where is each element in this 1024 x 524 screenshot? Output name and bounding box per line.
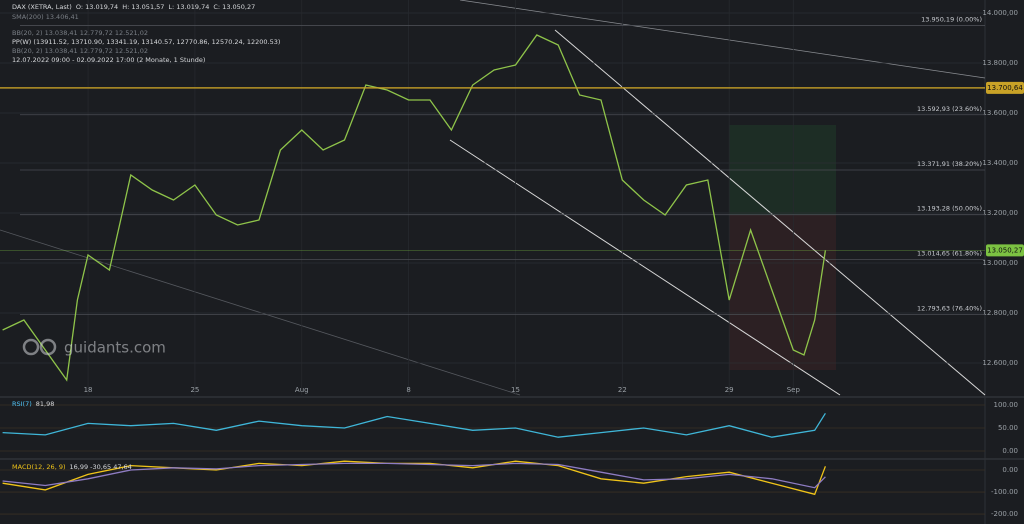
y-tick-label: 13.400,00 [982,159,1018,167]
fib-label: 13.592,93 (23.60%) [917,105,982,113]
indicator-legend: BB(20, 2) 13.038,41 12.779,72 12.521,02 [12,47,148,55]
x-tick-label: 29 [725,386,734,394]
price-badge [986,81,1024,94]
trend-line [449,139,841,396]
fib-label: 12.793,63 (76.40%) [917,305,982,313]
price-badge [986,244,1024,257]
x-tick-label: 8 [406,386,410,394]
y-tick-label: 13.200,00 [982,209,1018,217]
x-tick-label: 15 [511,386,520,394]
fib-label: 13.014,65 (61.80%) [917,249,982,257]
indicator-line [2,462,826,489]
fib-zone-red [729,215,836,370]
indicator-line [2,460,827,496]
price-badge-label: 13.700,64 [987,84,1023,92]
ohlc: O: 13.019,74 [76,3,118,11]
logo [39,338,57,356]
rsi-legend: RSI(7) 81,98 [12,400,54,408]
price-badge-label: 13.050,27 [987,246,1023,254]
x-tick-label: Aug [295,386,309,394]
macd-title: MACD(12, 26, 9) [12,463,66,471]
y-tick-label: 12.800,00 [982,309,1018,317]
trend-line [554,29,986,396]
x-tick-label: 25 [190,386,199,394]
y-tick-label: 100.00 [994,401,1019,409]
rsi-value: 81,98 [36,400,55,408]
indicator-legend: BB(20, 2) 13.038,41 12.779,72 12.521,02 [12,29,148,37]
ohlc: L: 13.019,74 [168,3,209,11]
rsi-title: RSI(7) [12,400,32,408]
date-range: 12.07.2022 09:00 - 02.09.2022 17:00 (2 M… [12,56,205,64]
indicator-legend: SMA(200) 13.406,41 [12,13,79,21]
macd-values: 16,99 -30,65 47,64 [70,463,132,471]
y-tick-label: 0.00 [1002,466,1018,474]
y-tick-label: 13.000,00 [982,259,1018,267]
y-tick-label: 13.800,00 [982,59,1018,67]
fib-label: 13.371,91 (38.20%) [917,160,982,168]
y-tick-label: 14.000,00 [982,9,1018,17]
macd-legend: MACD(12, 26, 9) 16,99 -30,65 47,64 [12,463,132,471]
watermark: guidants.com [22,338,166,357]
watermark-text: guidants.com [64,339,166,357]
x-tick-label: 22 [618,386,627,394]
price-line [2,34,827,382]
legend: DAX (XETRA, Last) O: 13.019,74 H: 13.051,5… [12,3,280,64]
indicator-legend: PP(W) (13911.52, 13710.90, 13341.19, 131… [12,38,280,46]
price-line [2,412,826,438]
ohlc: H: 13.051,57 [122,3,164,11]
trend-line [0,229,521,396]
x-tick-label: 18 [84,386,93,394]
y-tick-label: 13.600,00 [982,109,1018,117]
fib-label: 13.193,28 (50.00%) [917,205,982,213]
y-tick-label: 50.00 [998,424,1018,432]
y-tick-label: -200.00 [991,510,1018,518]
y-tick-label: 12.600,00 [982,359,1018,367]
y-tick-label: -100.00 [991,488,1018,496]
y-tick-label: 0.00 [1002,447,1018,455]
instrument-name: DAX (XETRA, Last) [12,3,72,11]
x-tick-label: Sep [787,386,801,394]
fib-label: 13.950,19 (0.00%) [921,15,982,23]
logo [22,338,40,356]
ohlc: C: 13.050,27 [213,3,255,11]
instrument: DAX (XETRA, Last) O: 13.019,74 H: 13.051,5… [12,3,255,11]
